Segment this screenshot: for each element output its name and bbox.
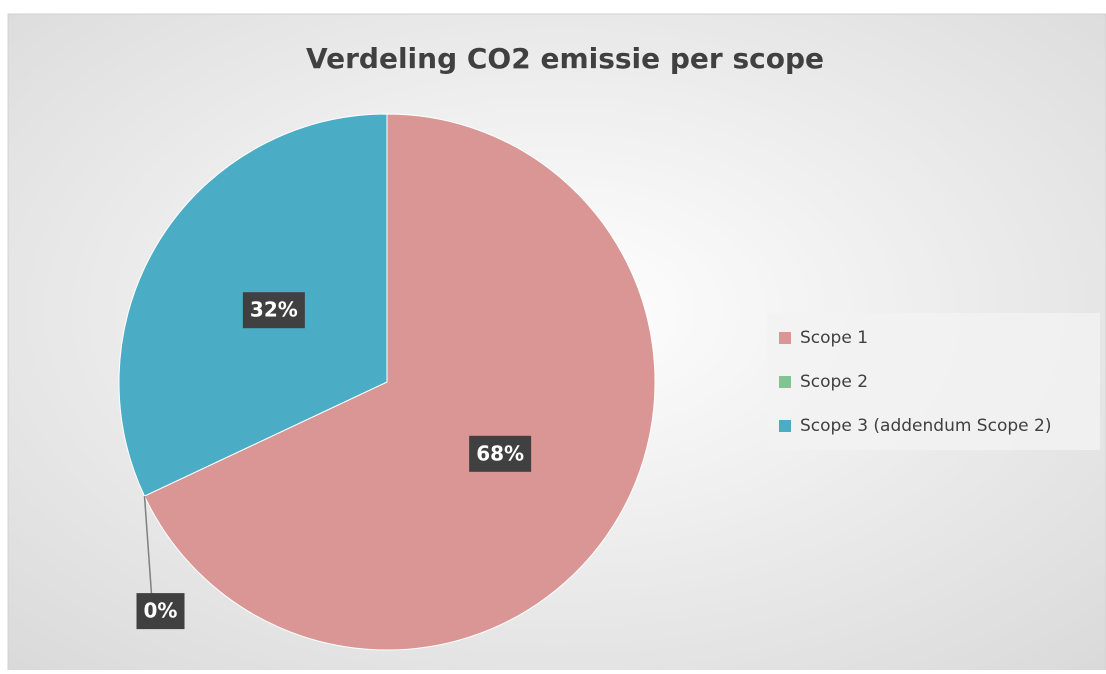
- data-label-box: [242, 292, 305, 329]
- legend-label: Scope 3 (addendum Scope 2): [800, 416, 1051, 436]
- data-label-box: [469, 435, 532, 472]
- data-label: 0%: [144, 599, 178, 623]
- leader-line: [143, 496, 153, 595]
- data-label: 32%: [250, 298, 298, 322]
- legend-label: Scope 2: [800, 372, 868, 392]
- legend-box: [767, 313, 1100, 450]
- legend-swatch: [779, 420, 791, 432]
- pie-slice: [143, 113, 656, 651]
- data-label: 68%: [476, 441, 524, 465]
- legend-label: Scope 1: [800, 328, 868, 348]
- legend-swatch: [779, 376, 791, 388]
- legend-swatch: [779, 332, 791, 344]
- data-label-box: [136, 593, 185, 630]
- chart-title: Verdeling CO2 emissie per scope: [306, 42, 824, 75]
